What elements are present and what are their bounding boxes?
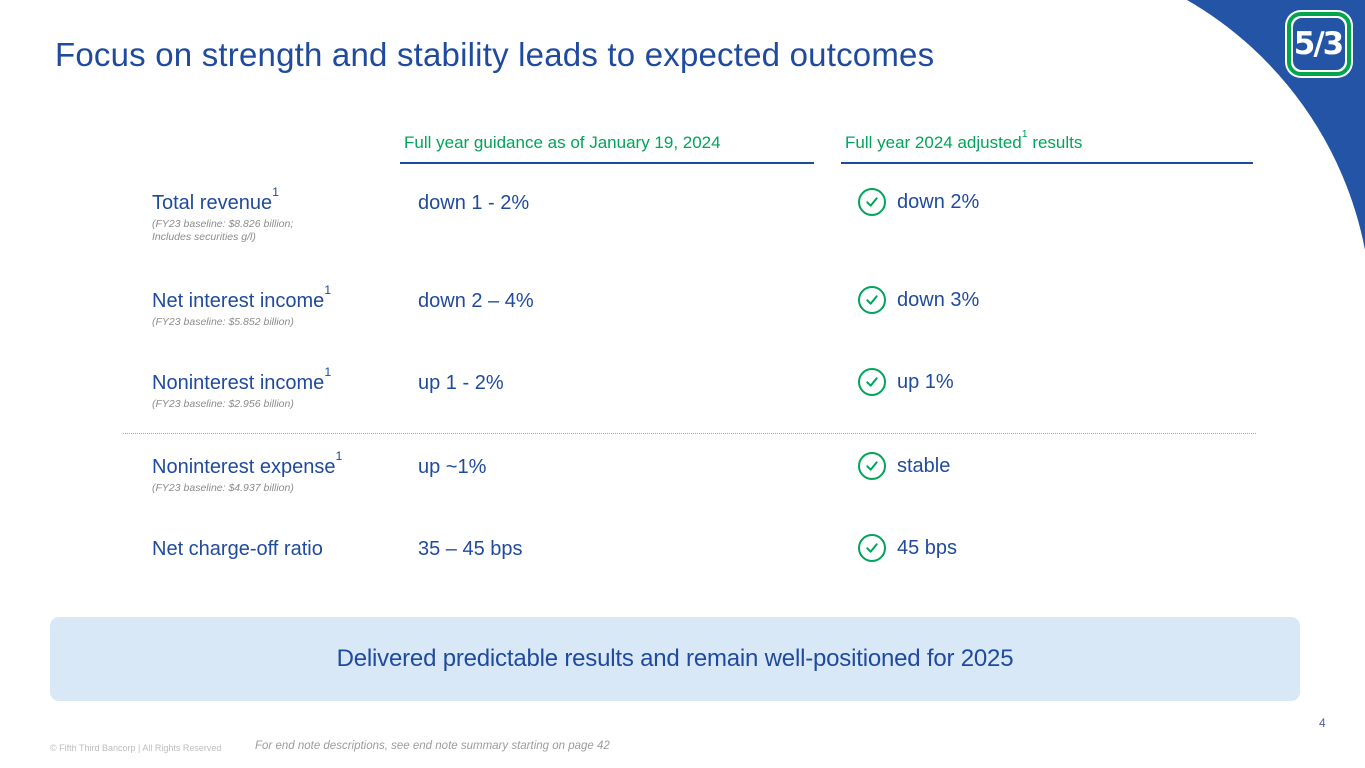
endnote-text: For end note descriptions, see end note … bbox=[255, 740, 610, 752]
metric-label-text: Net charge-off ratio bbox=[152, 538, 323, 560]
table-row: Net charge-off ratio 35 – 45 bps 45 bps bbox=[152, 534, 1265, 607]
guidance-value: up 1 - 2% bbox=[418, 372, 504, 394]
check-circle-icon bbox=[858, 286, 886, 314]
column-header-results-label: Full year 2024 adjusted bbox=[845, 133, 1022, 152]
result-value-text: stable bbox=[897, 454, 951, 477]
table-row: Noninterest income1 (FY23 baseline: $2.9… bbox=[152, 366, 1265, 441]
endnote-ref: 1 bbox=[324, 364, 332, 379]
check-circle-icon bbox=[858, 368, 886, 396]
guidance-value: down 1 - 2% bbox=[418, 192, 530, 214]
result-value-text: down 3% bbox=[897, 288, 980, 311]
metric-label: Total revenue1 bbox=[152, 186, 1265, 215]
metric-baseline: (FY23 baseline: $2.956 billion) bbox=[152, 398, 294, 410]
guidance-value: up ~1% bbox=[418, 456, 487, 478]
result-value: up 1% bbox=[858, 368, 954, 396]
metric-baseline: (FY23 baseline: $5.852 billion) bbox=[152, 316, 294, 328]
metric-label: Net charge-off ratio bbox=[152, 537, 1265, 561]
metric-label: Noninterest expense1 bbox=[152, 450, 1265, 479]
metric-label-text: Noninterest expense bbox=[152, 456, 336, 478]
guidance-value: down 2 – 4% bbox=[418, 290, 534, 312]
result-value: stable bbox=[858, 452, 950, 480]
endnote-ref: 1 bbox=[324, 282, 332, 297]
logo-green-ring: 5/3 bbox=[1287, 12, 1351, 76]
check-circle-icon bbox=[858, 534, 886, 562]
copyright-text: © Fifth Third Bancorp | All Rights Reser… bbox=[50, 743, 222, 753]
metric-label: Net interest income1 bbox=[152, 284, 1265, 313]
metric-label-text: Total revenue bbox=[152, 192, 273, 214]
metric-label: Noninterest income1 bbox=[152, 366, 1265, 395]
result-value-text: 45 bps bbox=[897, 536, 958, 559]
logo-53-mark: 5/3 bbox=[1293, 18, 1345, 70]
column-header-guidance: Full year guidance as of January 19, 202… bbox=[400, 133, 814, 164]
endnote-ref: 1 bbox=[272, 184, 279, 199]
column-header-results-suffix: results bbox=[1027, 133, 1083, 152]
dotted-divider bbox=[123, 433, 1256, 434]
page-number: 4 bbox=[1319, 716, 1326, 730]
table-row: Total revenue1 (FY23 baseline: $8.826 bi… bbox=[152, 186, 1265, 261]
column-header-results: Full year 2024 adjusted1 results bbox=[841, 128, 1253, 164]
metric-label-text: Net interest income bbox=[152, 290, 325, 312]
result-value-text: down 2% bbox=[897, 190, 980, 213]
column-header-guidance-label: Full year guidance as of January 19, 202… bbox=[404, 133, 721, 152]
endnote-ref: 1 bbox=[1021, 127, 1028, 140]
metric-label-text: Noninterest income bbox=[152, 372, 325, 394]
metric-baseline: (FY23 baseline: $4.937 billion) bbox=[152, 482, 294, 494]
metric-baseline: (FY23 baseline: $8.826 billion; Includes… bbox=[152, 218, 294, 243]
result-value: down 3% bbox=[858, 286, 979, 314]
table-row: Net interest income1 (FY23 baseline: $5.… bbox=[152, 284, 1265, 359]
result-value: 45 bps bbox=[858, 534, 957, 562]
guidance-value: 35 – 45 bps bbox=[418, 538, 523, 560]
summary-banner: Delivered predictable results and remain… bbox=[50, 617, 1300, 701]
fifth-third-logo: 5/3 bbox=[1285, 10, 1353, 78]
summary-banner-text: Delivered predictable results and remain… bbox=[336, 645, 1014, 672]
result-value-text: up 1% bbox=[897, 370, 954, 393]
endnote-ref: 1 bbox=[335, 448, 343, 463]
table-row: Noninterest expense1 (FY23 baseline: $4.… bbox=[152, 450, 1265, 525]
check-circle-icon bbox=[858, 188, 886, 216]
page-title: Focus on strength and stability leads to… bbox=[55, 36, 935, 73]
result-value: down 2% bbox=[858, 188, 979, 216]
check-circle-icon bbox=[858, 452, 886, 480]
